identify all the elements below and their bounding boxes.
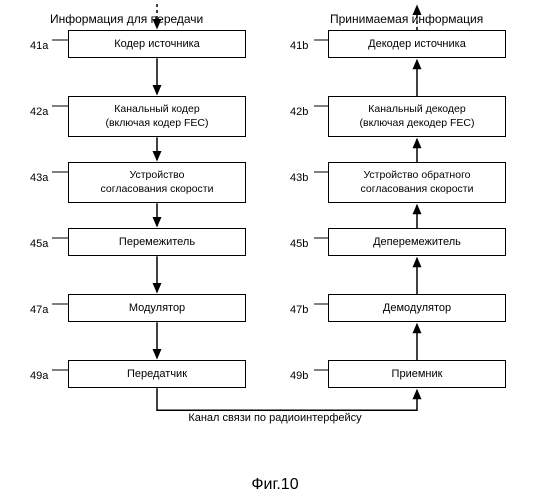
block-row-43b: 43b Устройство обратногосогласования скор…	[290, 162, 540, 228]
block-box-41b: Декодер источника	[328, 30, 506, 58]
block-label-47a: 47a	[30, 304, 48, 316]
block-box-49a: Передатчик	[68, 360, 246, 388]
figure-caption: Фиг.10	[0, 476, 550, 494]
block-label-49a: 49a	[30, 370, 48, 382]
block-row-42a: 42a Канальный кодер(включая кодер FEC)	[30, 96, 280, 162]
block-row-47a: 47a Модулятор	[30, 294, 280, 360]
block-row-45b: 45b Деперемежитель	[290, 228, 540, 294]
block-row-41b: 41b Декодер источника	[290, 30, 540, 96]
block-box-47a: Модулятор	[68, 294, 246, 322]
block-row-45a: 45a Перемежитель	[30, 228, 280, 294]
block-label-41b: 41b	[290, 40, 308, 52]
block-label-42a: 42a	[30, 106, 48, 118]
block-label-43a: 43a	[30, 172, 48, 184]
block-row-43a: 43a Устройствосогласования скорости	[30, 162, 280, 228]
left-column: 41a Кодер источника 42a Канальный кодер(вкл…	[30, 30, 280, 426]
block-box-47b: Демодулятор	[328, 294, 506, 322]
right-header: Принимаемая информация	[330, 12, 483, 26]
block-label-41a: 41a	[30, 40, 48, 52]
block-label-47b: 47b	[290, 304, 308, 316]
block-box-45a: Перемежитель	[68, 228, 246, 256]
block-box-45b: Деперемежитель	[328, 228, 506, 256]
block-row-42b: 42b Канальный декодер(включая декодер FEC…	[290, 96, 540, 162]
block-row-41a: 41a Кодер источника	[30, 30, 280, 96]
block-box-42a: Канальный кодер(включая кодер FEC)	[68, 96, 246, 137]
block-label-49b: 49b	[290, 370, 308, 382]
channel-label: Канал связи по радиоинтерфейсу	[0, 412, 550, 470]
left-header: Информация для передачи	[50, 12, 203, 26]
block-row-47b: 47b Демодулятор	[290, 294, 540, 360]
block-box-42b: Канальный декодер(включая декодер FEC)	[328, 96, 506, 137]
block-box-43b: Устройство обратногосогласования скорост…	[328, 162, 506, 203]
right-column: 41b Декодер источника 42b Канальный декодер…	[290, 30, 540, 426]
block-label-42b: 42b	[290, 106, 308, 118]
block-box-43a: Устройствосогласования скорости	[68, 162, 246, 203]
block-label-45b: 45b	[290, 238, 308, 250]
block-box-49b: Приемник	[328, 360, 506, 388]
block-label-43b: 43b	[290, 172, 308, 184]
block-box-41a: Кодер источника	[68, 30, 246, 58]
block-label-45a: 45a	[30, 238, 48, 250]
